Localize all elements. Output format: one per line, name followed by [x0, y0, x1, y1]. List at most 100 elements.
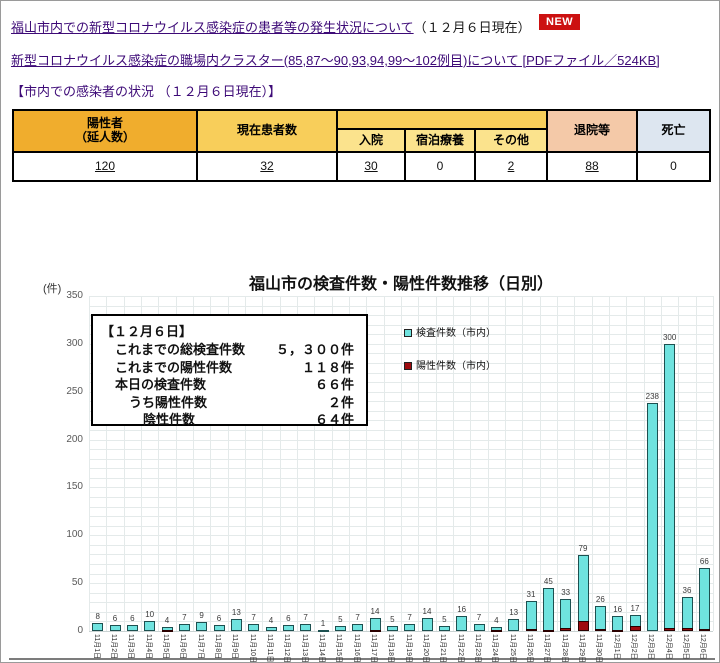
bar-value-label: 26: [595, 595, 605, 605]
bar-tests: [265, 627, 277, 631]
bar-value-label: 14: [422, 606, 432, 616]
x-tick-label: 11月4日: [144, 634, 152, 660]
v-gridline: [89, 296, 90, 631]
bar-positive: [161, 630, 173, 633]
link-workplace-cluster-pdf[interactable]: 新型コロナウイルス感染症の職場内クラスター(85,87～90,93,94,99～…: [11, 53, 660, 68]
bar-value-label: 6: [286, 614, 291, 624]
bar-tests: [386, 626, 398, 631]
bar-value-label: 31: [526, 590, 536, 600]
annotation-value: ６６件: [314, 377, 354, 393]
annotation-label: 陰性件数: [143, 412, 196, 428]
bar-value-label: 4: [494, 616, 499, 626]
v-gridline: [210, 296, 212, 631]
bar-positive: [369, 630, 381, 633]
x-tick-label: 12月3日: [647, 634, 655, 660]
bar-tests: [196, 622, 208, 631]
v-gridline: [574, 296, 576, 631]
bar-tests: [317, 630, 329, 633]
v-gridline: [453, 296, 454, 631]
v-gridline: [522, 296, 524, 631]
x-tick-label: 11月18日: [387, 634, 395, 663]
x-tick-label: 11月15日: [335, 634, 343, 663]
bar-value-label: 45: [543, 576, 553, 586]
value-other-link[interactable]: 2: [507, 158, 515, 173]
bar-value-label: 33: [561, 588, 571, 598]
bar-positive: [681, 628, 693, 631]
y-tick-label: 300: [66, 337, 83, 349]
x-tick-label: 11月8日: [214, 634, 221, 660]
v-gridline: [626, 296, 628, 631]
x-tick-label: 11月11日: [266, 634, 273, 663]
bar-tests: [144, 621, 156, 631]
bar-tests: [352, 624, 364, 631]
v-gridline: [141, 296, 142, 631]
section-heading: 【市内での感染者の状況 （１２月６日現在）】: [11, 84, 282, 99]
cell-current-patients: 32: [196, 151, 338, 182]
bar-positive: [525, 629, 537, 632]
bar-tests: [248, 624, 260, 631]
y-tick-label: 350: [66, 290, 83, 301]
link-outbreak-status[interactable]: 福山市内での新型コロナウイルス感染症の患者等の発生状況について: [11, 20, 414, 35]
value-discharged-link[interactable]: 88: [585, 158, 599, 173]
x-tick-label: 11月28日: [560, 634, 568, 663]
bar-tests: [508, 618, 520, 631]
bar-positive: [612, 630, 624, 633]
link-outbreak-status-date: （１２月６日現在）: [413, 20, 531, 35]
x-tick-label: 11月3日: [127, 634, 135, 660]
bar-tests: [300, 624, 312, 631]
x-tick-label: 12月5日: [682, 634, 689, 660]
bar-value-label: 7: [303, 613, 308, 623]
bar-positive: [594, 629, 606, 632]
bar-tests: [698, 567, 710, 631]
bar-value-label: 7: [407, 613, 412, 623]
chart-bottom-frame: [9, 658, 715, 660]
th-discharged: 退院等: [546, 109, 638, 153]
bar-tests: [612, 615, 624, 631]
x-tick-label: 11月6日: [179, 634, 187, 660]
x-tick-label: 11月20日: [422, 634, 429, 663]
bar-tests: [456, 615, 468, 631]
cell-deaths: 0: [636, 151, 711, 182]
x-tick-label: 11月24日: [491, 634, 499, 663]
y-tick-label: 100: [66, 529, 83, 541]
x-tick-label: 12月1日: [612, 634, 620, 660]
cell-positive-total: 120: [12, 151, 198, 182]
bar-value-label: 16: [613, 604, 623, 614]
bar-tests: [282, 625, 294, 631]
x-tick-label: 11月2日: [110, 634, 117, 660]
bar-positive: [577, 621, 589, 631]
legend-label: 陽性件数（市内）: [416, 361, 496, 372]
value-current-patients-link[interactable]: 32: [260, 158, 274, 173]
value-hospitalized-link[interactable]: 30: [364, 158, 378, 173]
annotation-value: ２件: [327, 394, 354, 410]
legend-label: 検査件数（市内）: [416, 328, 496, 339]
th-lodging-care: 宿泊療養: [404, 128, 476, 153]
x-tick-label: 11月14日: [318, 634, 325, 663]
bar-value-label: 5: [390, 615, 395, 625]
annotation-label: うち陽性件数: [129, 394, 208, 410]
th-deaths: 死亡: [636, 109, 711, 153]
plot-area: 8 11月1日 6 11月2日 6 11月3日 10 11月4日 4 11月5日 7 11月6日 9 11…: [89, 296, 714, 662]
value-lodging-care: 0: [436, 158, 444, 173]
cell-lodging-care: 0: [404, 151, 476, 182]
v-gridline: [331, 296, 333, 631]
x-tick-label: 11月1日: [92, 634, 100, 660]
th-other: その他: [474, 128, 548, 153]
cell-other: 2: [474, 151, 548, 182]
bar-tests: [473, 624, 485, 631]
bar-value-label: 66: [699, 556, 709, 566]
v-gridline: [418, 296, 420, 631]
y-tick-label: 250: [66, 385, 83, 397]
bar-tests: [560, 599, 572, 631]
bar-value-label: 1: [320, 619, 326, 629]
v-gridline: [435, 296, 437, 631]
x-tick-label: 12月4日: [664, 634, 672, 660]
infection-status-table: 陽性者 （延人数） 現在患者数 退院等 死亡 入院 宿泊療養 その他 120 3…: [12, 109, 711, 182]
bar-tests: [421, 617, 433, 631]
bar-value-label: 7: [251, 613, 256, 623]
bar-value-label: 13: [509, 607, 519, 617]
value-positive-total-link[interactable]: 120: [94, 158, 116, 173]
x-tick-label: 12月6日: [699, 634, 707, 660]
bar-value-label: 6: [216, 614, 222, 624]
